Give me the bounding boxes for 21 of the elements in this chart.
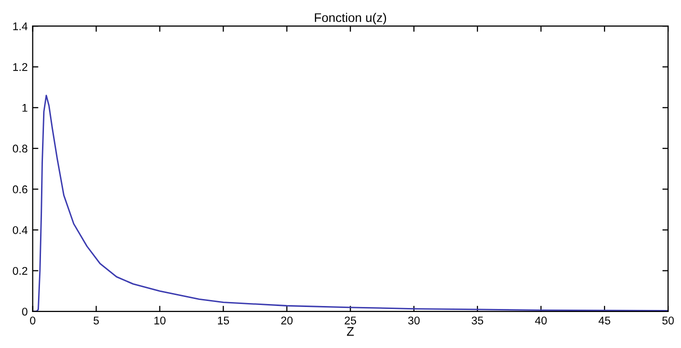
x-tick-label: 5 [94, 316, 99, 324]
x-axis-title: Z [346, 327, 354, 336]
y-tick-label: 0.6 [12, 185, 28, 194]
x-tick-label: 15 [218, 316, 230, 324]
y-tick-label: 0.8 [12, 144, 28, 153]
x-tick-label: 25 [344, 316, 356, 324]
x-tick-label: 35 [472, 316, 484, 324]
x-tick-label: 0 [30, 316, 36, 324]
x-tick-label: 10 [154, 316, 166, 324]
y-tick-label: 0.4 [12, 226, 28, 234]
x-tick-label: 45 [598, 316, 610, 324]
chart-title: Fonction u(z) [314, 12, 386, 25]
y-tick-label: 0 [22, 308, 28, 316]
y-tick-label: 1 [22, 104, 28, 112]
x-tick-label: 20 [281, 316, 293, 324]
y-tick-label: 0.2 [12, 266, 28, 275]
x-tick-label: 40 [535, 316, 547, 324]
x-tick-label: 30 [408, 316, 420, 324]
y-tick-label: 1.4 [13, 22, 28, 30]
x-tick-label: 50 [662, 316, 674, 324]
y-tick-label: 1.2 [13, 63, 28, 71]
